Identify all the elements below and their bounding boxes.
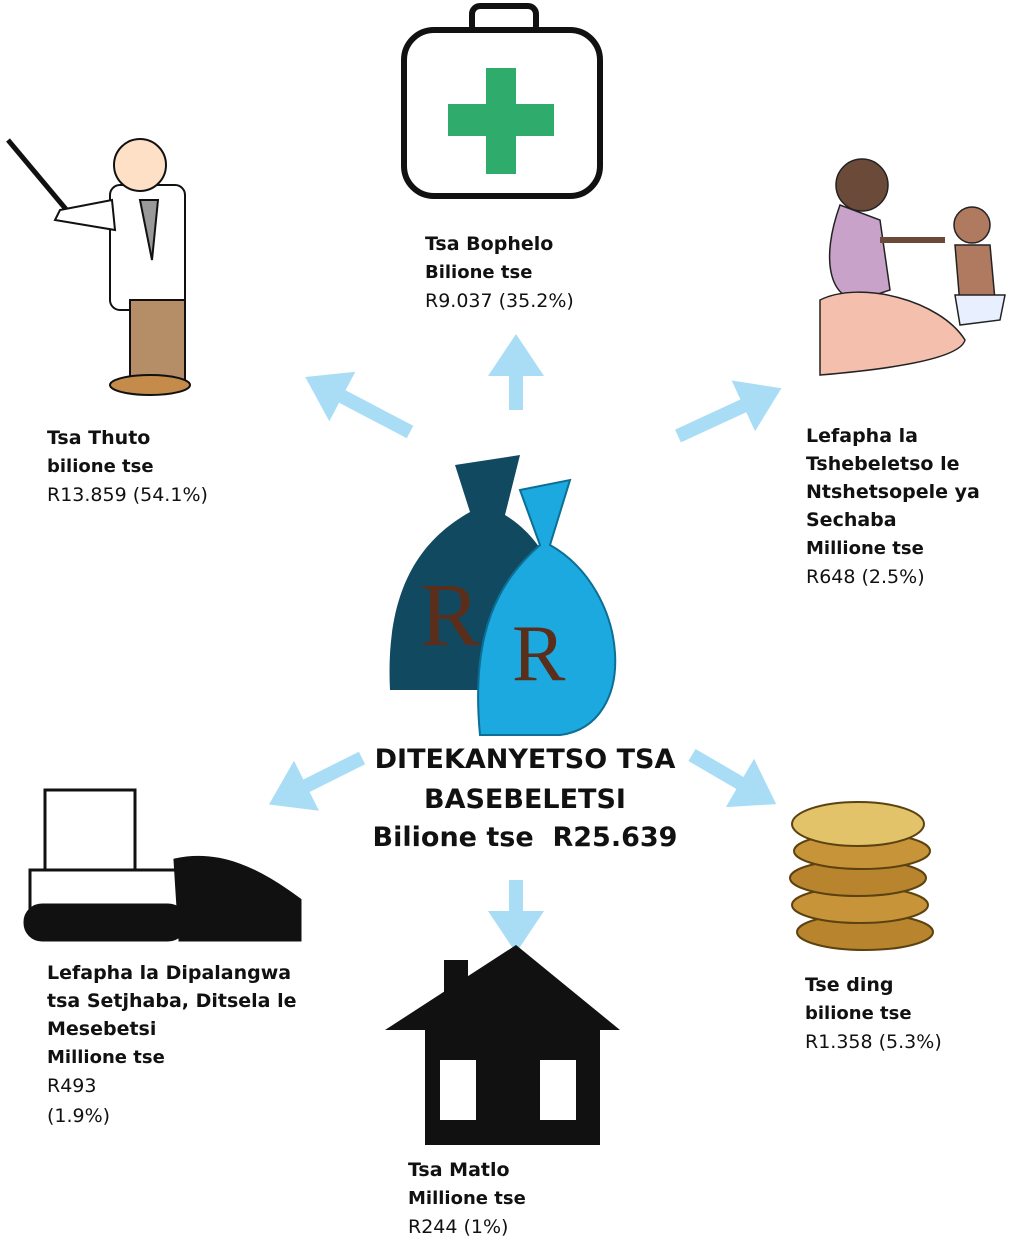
node-heading: Tshebeletso le bbox=[806, 453, 960, 475]
node-heading: Mesebetsi bbox=[47, 1018, 156, 1040]
node-heading: Lefapha la Dipalangwa bbox=[47, 962, 291, 984]
node-amount: R493 bbox=[47, 1075, 96, 1097]
teacher-icon bbox=[8, 139, 190, 395]
money-bags-icon: R R bbox=[390, 455, 616, 735]
coins-icon bbox=[790, 802, 933, 950]
node-unit: bilione tse bbox=[805, 1003, 912, 1024]
node-unit: bilione tse bbox=[47, 456, 154, 477]
node-unit: Millione tse bbox=[47, 1047, 165, 1068]
center-title: BASEBELETSI bbox=[424, 784, 626, 815]
node-heading: Sechaba bbox=[806, 509, 897, 531]
bag-letter: R bbox=[420, 566, 480, 665]
center-title: Bilione tse R25.639 bbox=[373, 822, 678, 853]
node-heading: Ntshetsopele ya bbox=[806, 481, 980, 503]
node-heading: Tsa Matlo bbox=[408, 1159, 510, 1181]
first-aid-icon bbox=[404, 6, 600, 196]
bulldozer-icon bbox=[25, 790, 300, 940]
node-amount: R648 (2.5%) bbox=[806, 566, 925, 588]
node-amount: R13.859 (54.1%) bbox=[47, 484, 208, 506]
node-heading: Tsa Thuto bbox=[47, 427, 150, 449]
node-amount: (1.9%) bbox=[47, 1105, 110, 1127]
node-amount: R244 (1%) bbox=[408, 1216, 508, 1238]
node-heading: tsa Setjhaba, Ditsela le bbox=[47, 990, 297, 1012]
mother-child-icon bbox=[820, 159, 1005, 375]
node-unit: Millione tse bbox=[408, 1188, 526, 1209]
node-unit: Bilione tse bbox=[425, 262, 532, 283]
node-heading: Tse ding bbox=[805, 974, 894, 996]
node-amount: R1.358 (5.3%) bbox=[805, 1031, 942, 1053]
node-unit: Millione tse bbox=[806, 538, 924, 559]
house-icon bbox=[385, 945, 620, 1145]
bag-letter: R bbox=[512, 610, 566, 698]
node-heading: Lefapha la bbox=[806, 425, 918, 447]
node-amount: R9.037 (35.2%) bbox=[425, 290, 574, 312]
center-title: DITEKANYETSO TSA bbox=[375, 744, 676, 775]
diagram: R R DITEKANYETSO TSA BASEBELETSI Bilione t… bbox=[0, 0, 1017, 1240]
node-heading: Tsa Bophelo bbox=[425, 233, 553, 255]
